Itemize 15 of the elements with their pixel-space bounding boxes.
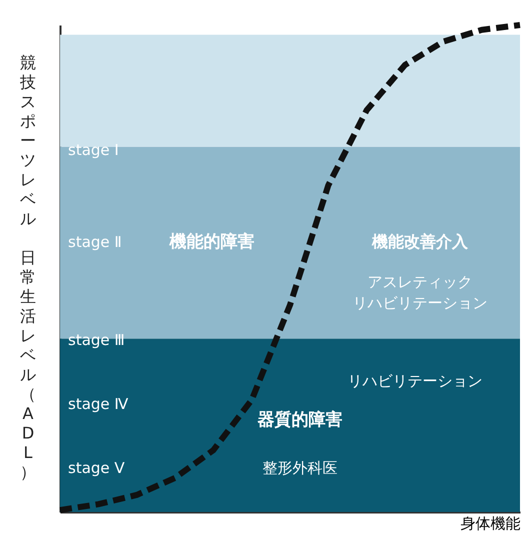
annotation: アスレティック xyxy=(368,273,472,291)
annotation: stage Ⅱ xyxy=(68,233,122,251)
annotation: stage Ⅲ xyxy=(68,331,125,349)
annotation: 整形外科医 xyxy=(262,459,338,477)
text: 競技スポーツレベル xyxy=(20,53,36,228)
annotation: リハビリテーション xyxy=(348,372,482,390)
annotation: stage Ⅳ xyxy=(68,395,128,413)
annotation: 器質的障害 xyxy=(256,410,342,430)
x-axis-title: 身体機能 xyxy=(460,514,520,532)
annotation: stage Ⅴ xyxy=(68,459,126,477)
annotation: 機能改善介入 xyxy=(371,232,469,251)
annotation: リハビリテーション xyxy=(352,294,488,312)
annotation: stage Ⅰ xyxy=(68,141,119,159)
text: 日常生活レベル（ADL） xyxy=(20,248,36,482)
annotation: 機能的障害 xyxy=(168,232,254,252)
